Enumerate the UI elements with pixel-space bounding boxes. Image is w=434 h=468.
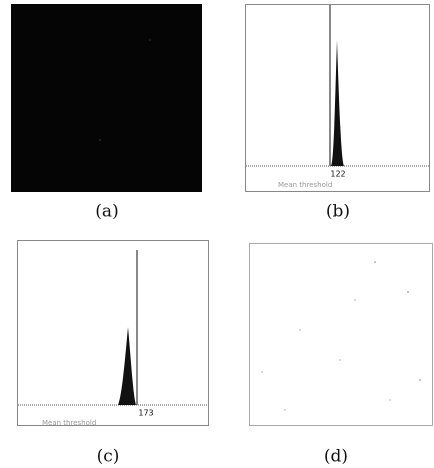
caption: (c) xyxy=(97,447,120,467)
dark-image xyxy=(11,4,202,192)
histogram-frame xyxy=(18,241,209,426)
caption: (a) xyxy=(95,202,118,222)
speck xyxy=(149,39,151,41)
speck xyxy=(99,139,101,141)
caption: (b) xyxy=(326,202,350,222)
binary-image xyxy=(250,244,433,426)
threshold-label: 122 xyxy=(330,170,345,179)
axis-note: Mean threshold xyxy=(42,419,96,427)
threshold-label: 173 xyxy=(138,409,153,418)
caption: (d) xyxy=(324,447,348,467)
figure: (a) 122 Mean threshold (b) 173 Mean thre… xyxy=(0,0,434,468)
axis-note: Mean threshold xyxy=(278,181,332,189)
